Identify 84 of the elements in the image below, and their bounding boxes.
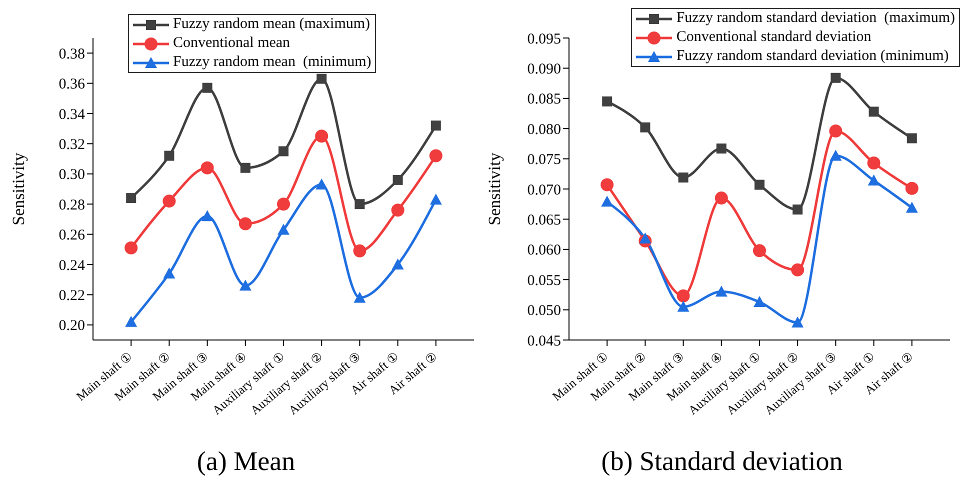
point <box>753 244 766 258</box>
point <box>430 120 441 131</box>
y-tick-label: 0.045 <box>527 333 561 350</box>
point <box>640 122 650 132</box>
point <box>677 300 690 312</box>
point <box>200 161 214 174</box>
point <box>124 241 138 254</box>
point <box>639 232 652 244</box>
point <box>163 268 176 279</box>
point <box>716 144 726 154</box>
legend-label: Fuzzy random mean (maximum) <box>173 15 370 34</box>
point <box>354 199 365 210</box>
point <box>906 202 918 213</box>
legend-label: Fuzzy random mean (minimum) <box>173 53 372 72</box>
y-tick-label: 0.38 <box>58 46 85 62</box>
point <box>240 162 250 173</box>
y-tick-label: 0.055 <box>527 272 561 289</box>
legend-label: Fuzzy random standard deviation (minimum) <box>676 47 949 66</box>
y-tick-label: 0.060 <box>527 242 561 259</box>
y-tick-label: 0.065 <box>527 212 561 229</box>
y-tick-label: 0.085 <box>527 92 561 108</box>
point <box>201 210 214 222</box>
y-tick-label: 0.070 <box>527 182 561 198</box>
point <box>126 193 136 204</box>
y-axis-title: Sensitivity <box>9 152 28 226</box>
point <box>678 172 688 183</box>
point <box>316 74 327 84</box>
y-tick-label: 0.080 <box>527 122 561 138</box>
point <box>868 106 879 117</box>
point <box>715 286 728 297</box>
point <box>601 196 614 207</box>
point <box>906 133 917 144</box>
point <box>316 178 328 190</box>
legend-label: Fuzzy random standard deviation (maximum) <box>676 9 955 28</box>
y-tick-label: 0.34 <box>58 106 86 123</box>
point <box>277 198 290 211</box>
point <box>830 150 842 161</box>
point <box>905 182 918 195</box>
point <box>202 82 212 93</box>
point <box>164 150 174 161</box>
point <box>792 204 803 215</box>
point <box>315 130 328 143</box>
point <box>754 296 766 307</box>
point <box>791 263 804 276</box>
point <box>278 146 288 156</box>
y-tick-label: 0.32 <box>58 137 85 154</box>
point <box>676 289 690 302</box>
point <box>754 180 764 190</box>
y-tick-label: 0.26 <box>58 228 86 244</box>
point <box>391 204 404 217</box>
y-tick-label: 0.050 <box>527 303 561 320</box>
point <box>239 280 252 291</box>
text: (b) Standard deviation <box>600 446 844 477</box>
point <box>714 192 728 205</box>
y-tick-label: 0.075 <box>527 152 561 168</box>
point <box>392 258 404 270</box>
point <box>829 124 842 138</box>
y-tick-label: 0.20 <box>58 318 85 334</box>
y-tick-label: 0.090 <box>527 62 561 78</box>
point <box>600 178 614 192</box>
legend-label: Conventional mean <box>173 34 290 53</box>
point <box>429 149 442 162</box>
point <box>867 156 880 170</box>
point <box>792 316 804 328</box>
point <box>354 292 366 303</box>
point <box>238 217 252 230</box>
text: (a) Mean <box>196 446 296 477</box>
y-tick-label: 0.36 <box>58 76 86 93</box>
y-tick-label: 0.24 <box>58 258 86 274</box>
y-axis-title: Sensitivity <box>485 152 504 226</box>
point <box>353 244 366 258</box>
point <box>868 174 880 186</box>
point <box>162 194 176 208</box>
y-tick-label: 0.30 <box>58 167 85 184</box>
y-tick-label: 0.22 <box>58 288 85 304</box>
point <box>602 96 612 106</box>
point <box>430 194 442 205</box>
y-tick-label: 0.095 <box>527 31 561 48</box>
legend-label: Conventional standard deviation <box>676 28 872 47</box>
point <box>125 316 138 327</box>
y-tick-label: 0.28 <box>58 197 85 214</box>
point <box>392 174 403 185</box>
point <box>278 224 290 235</box>
point <box>830 72 841 83</box>
